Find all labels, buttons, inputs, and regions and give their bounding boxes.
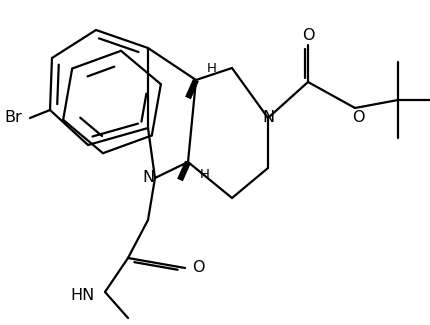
Text: N: N (141, 171, 154, 186)
Text: HN: HN (71, 288, 95, 303)
Text: H: H (200, 168, 209, 181)
Text: N: N (261, 111, 273, 125)
Text: Br: Br (4, 111, 22, 125)
Text: O: O (191, 261, 204, 276)
Text: O: O (351, 111, 363, 125)
Text: H: H (206, 61, 216, 74)
Text: O: O (301, 28, 313, 43)
